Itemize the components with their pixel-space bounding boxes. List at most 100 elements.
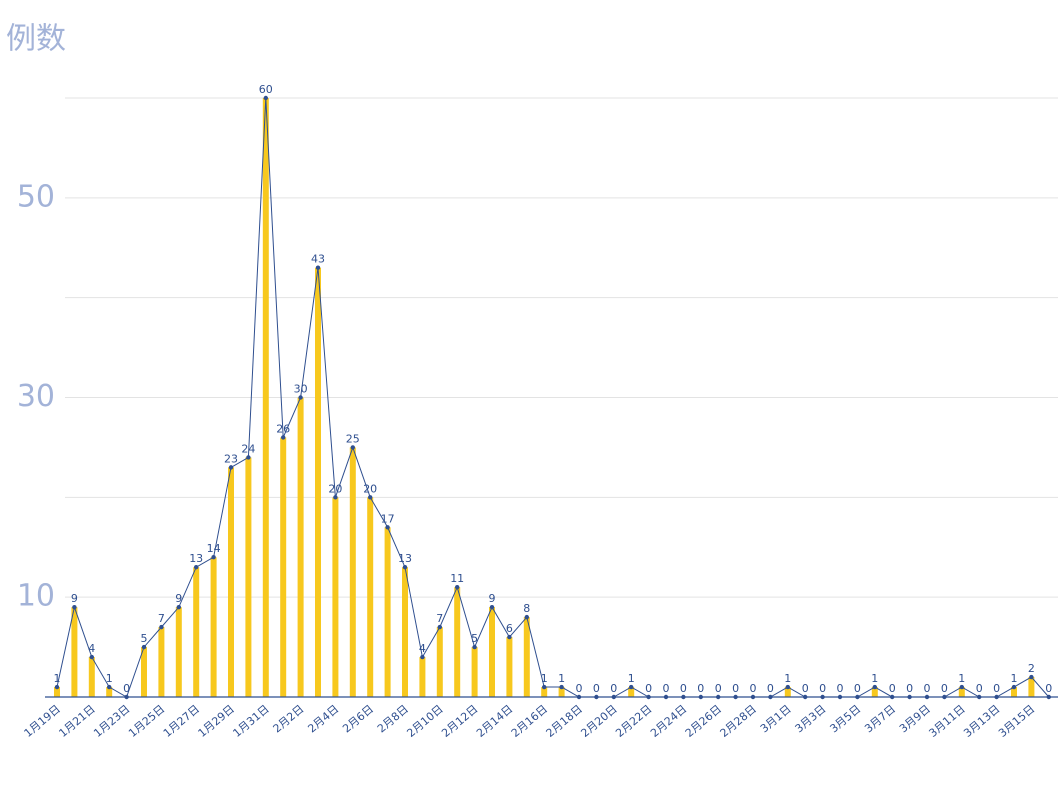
value-label: 13 [189,552,203,565]
point [89,654,95,660]
bar [193,567,200,697]
point [872,684,877,690]
value-label: 9 [175,592,182,605]
x-tick-label: 1月31日 [230,702,271,740]
value-label: 1 [558,672,565,685]
point [733,694,738,700]
bar [958,687,965,697]
point [837,694,843,700]
point [629,684,634,690]
value-label: 1 [871,672,878,685]
value-label: 13 [398,552,412,565]
x-tick-label: 1月25日 [126,702,167,740]
value-label: 0 [906,682,913,695]
bar [210,557,217,697]
value-label: 1 [1011,672,1018,685]
point [594,694,599,700]
point [890,694,895,700]
bar [871,687,878,697]
point [646,694,651,700]
bar [332,497,339,697]
point [368,495,373,500]
value-label: 0 [976,682,983,695]
point [333,495,338,500]
x-tick-label: 2月26日 [683,702,724,740]
x-tick-label: 2月22日 [613,702,654,740]
point [559,684,564,690]
bar [1011,687,1017,697]
x-tick-label: 1月29日 [196,702,237,740]
point [663,694,669,700]
value-label: 0 [889,682,896,695]
point [420,654,425,660]
value-label: 5 [141,632,148,645]
x-tick-label: 2月28日 [718,702,759,740]
point [263,95,268,101]
value-label: 7 [158,612,165,625]
bar [245,457,252,697]
point [576,694,582,700]
bar [541,687,548,697]
bar [436,627,443,697]
point [455,584,460,590]
bar [384,527,391,697]
point [141,644,147,650]
x-tick-label: 2月16日 [509,702,550,740]
value-label: 0 [837,682,844,695]
bar [784,687,791,697]
value-label: 43 [311,253,325,266]
point [281,435,286,440]
point [385,525,390,530]
x-tick-label: 3月5日 [827,702,863,735]
bar [454,587,461,697]
point [507,634,512,640]
point [489,604,495,610]
x-tick-label: 1月19日 [22,702,63,740]
bar [367,497,374,697]
x-tick-label: 2月14日 [474,702,515,740]
point [542,684,547,690]
value-label: 60 [259,83,273,96]
value-label: 14 [207,542,221,555]
point [803,694,808,700]
bar [523,617,530,697]
bar [262,98,269,697]
point [942,694,947,700]
value-label: 1 [784,672,791,685]
bar [297,397,304,697]
point [924,694,930,700]
x-tick-label: 3月1日 [758,702,794,735]
point [194,565,199,570]
value-label: 7 [436,612,443,625]
value-label: 0 [593,682,600,695]
x-tick-label: 3月7日 [862,702,898,735]
point [907,694,912,700]
value-label: 0 [941,682,948,695]
point [959,684,964,690]
value-label: 0 [767,682,774,695]
value-label: 1 [958,672,965,685]
point [716,694,721,700]
value-label: 0 [645,682,652,695]
bar [1028,677,1035,697]
point [54,684,60,690]
point [994,694,999,700]
bar [88,657,95,697]
value-label: 5 [471,632,478,645]
bar [419,657,426,697]
x-tick-label: 3月3日 [793,702,829,735]
value-label: 0 [993,682,1000,695]
bar [471,647,478,697]
bar [158,627,165,697]
point [855,694,860,700]
point [437,624,442,630]
value-label: 25 [346,432,360,445]
bar [402,567,408,697]
point [211,555,216,560]
point [1011,684,1017,690]
point [472,644,477,650]
point [750,694,756,700]
x-tick-label: 3月15日 [996,702,1037,740]
x-tick-label: 2月12日 [439,702,480,740]
